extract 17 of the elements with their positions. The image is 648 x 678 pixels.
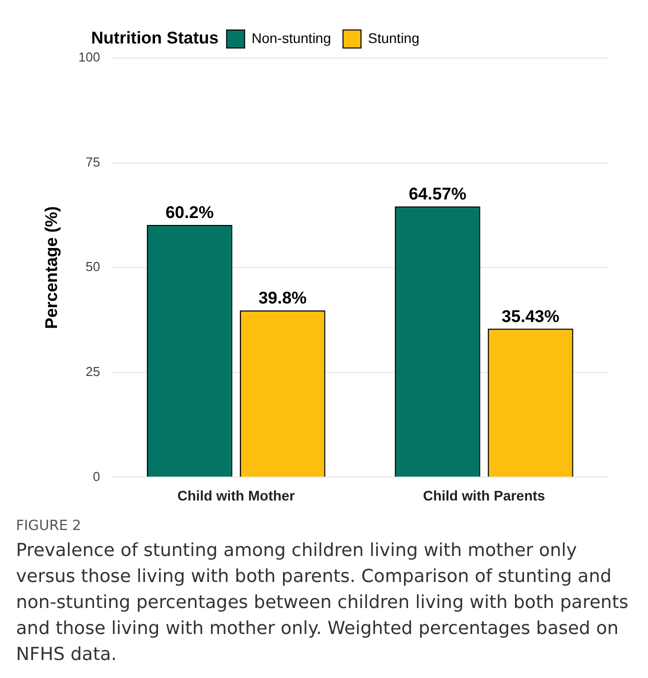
y-tick-label: 0 xyxy=(92,468,100,484)
legend-label: Non-stunting xyxy=(252,30,332,46)
caption: FIGURE 2 xyxy=(16,518,82,534)
y-axis-title: Percentage (%) xyxy=(42,206,61,330)
y-tick-label: 25 xyxy=(86,364,100,379)
data-label: 60.2% xyxy=(165,203,214,222)
y-tick-label: 50 xyxy=(86,259,100,274)
text: Prevalence of stunting among children living with mother only versus those living with both parents. Comparison of stunting and non-stunting percentages between children living with both parents and those living with mother only. Weighted percentages based on NFHS data. xyxy=(16,539,630,667)
data-label: 39.8% xyxy=(258,288,307,308)
x-tick-label: Child with Mother xyxy=(177,487,296,504)
y-tick-label: 75 xyxy=(86,154,100,170)
legend-title: Nutrition Status xyxy=(91,28,219,48)
data-label: 64.57% xyxy=(408,184,466,204)
y-tick-label: 100 xyxy=(78,50,100,65)
data-label: 35.43% xyxy=(502,306,560,326)
x-tick-label: Child with Parents xyxy=(422,487,546,504)
legend-label: Stunting xyxy=(368,30,420,46)
